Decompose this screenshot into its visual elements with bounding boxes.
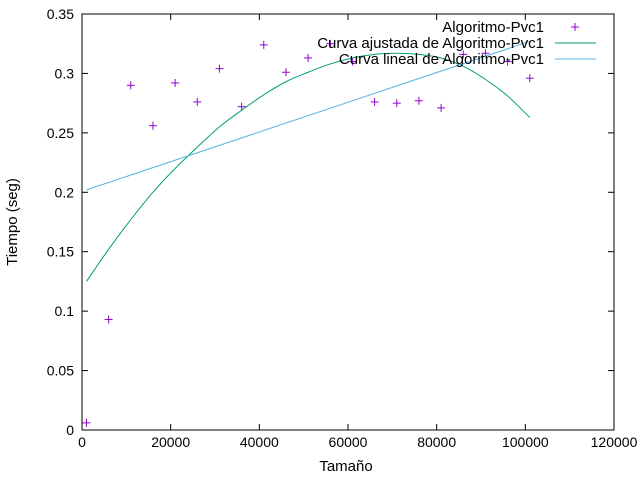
legend-label: Curva ajustada de Algoritmo-Pvc1 — [317, 35, 544, 52]
data-point — [281, 68, 290, 77]
y-tick-label: 0.2 — [55, 184, 75, 200]
x-tick-label: 120000 — [591, 434, 638, 450]
data-point — [193, 97, 202, 106]
x-tick-label: 80000 — [417, 434, 456, 450]
y-axis: 0 0.05 0.1 0.15 0.2 0.25 0.3 0.35 — [47, 6, 614, 438]
data-point — [326, 39, 335, 48]
y-axis-title: Tiempo (seg) — [4, 178, 21, 266]
legend-label: Algoritmo-Pvc1 — [442, 19, 544, 36]
y-tick-label: 0.1 — [55, 303, 75, 319]
plot-area — [82, 39, 534, 427]
y-tick-label: 0.05 — [47, 363, 74, 379]
data-point — [348, 57, 357, 66]
data-point — [503, 57, 512, 66]
data-point — [414, 96, 423, 105]
y-tick-label: 0.25 — [47, 125, 74, 141]
x-tick-label: 40000 — [240, 434, 279, 450]
series-line-1 — [86, 52, 531, 282]
y-tick-label: 0.3 — [55, 65, 75, 81]
data-point — [459, 50, 468, 59]
series-line-2 — [86, 40, 530, 191]
x-axis: 0 20000 40000 60000 80000 100000 120000 — [78, 14, 638, 450]
data-point — [437, 103, 446, 112]
data-point — [82, 418, 91, 427]
x-tick-label: 60000 — [329, 434, 368, 450]
legend-swatch — [571, 23, 579, 31]
data-point — [370, 97, 379, 106]
legend-label: Curva lineal de Algoritmo-Pvc1 — [339, 51, 544, 68]
y-tick-label: 0.15 — [47, 244, 74, 260]
y-tick-label: 0 — [66, 422, 74, 438]
y-tick-label: 0.35 — [47, 6, 74, 22]
data-point — [237, 102, 246, 111]
data-point — [392, 99, 401, 108]
data-point — [126, 81, 135, 90]
plot-frame — [81, 13, 615, 431]
data-point — [215, 64, 224, 73]
x-tick-label: 20000 — [151, 434, 190, 450]
x-axis-title: Tamaño — [319, 458, 372, 475]
data-point — [525, 74, 534, 83]
data-point — [148, 121, 157, 130]
data-point — [171, 78, 180, 87]
data-point — [104, 315, 113, 324]
x-tick-label: 0 — [78, 434, 86, 450]
data-point — [259, 40, 268, 49]
x-tick-label: 100000 — [502, 434, 549, 450]
data-point — [304, 53, 313, 62]
